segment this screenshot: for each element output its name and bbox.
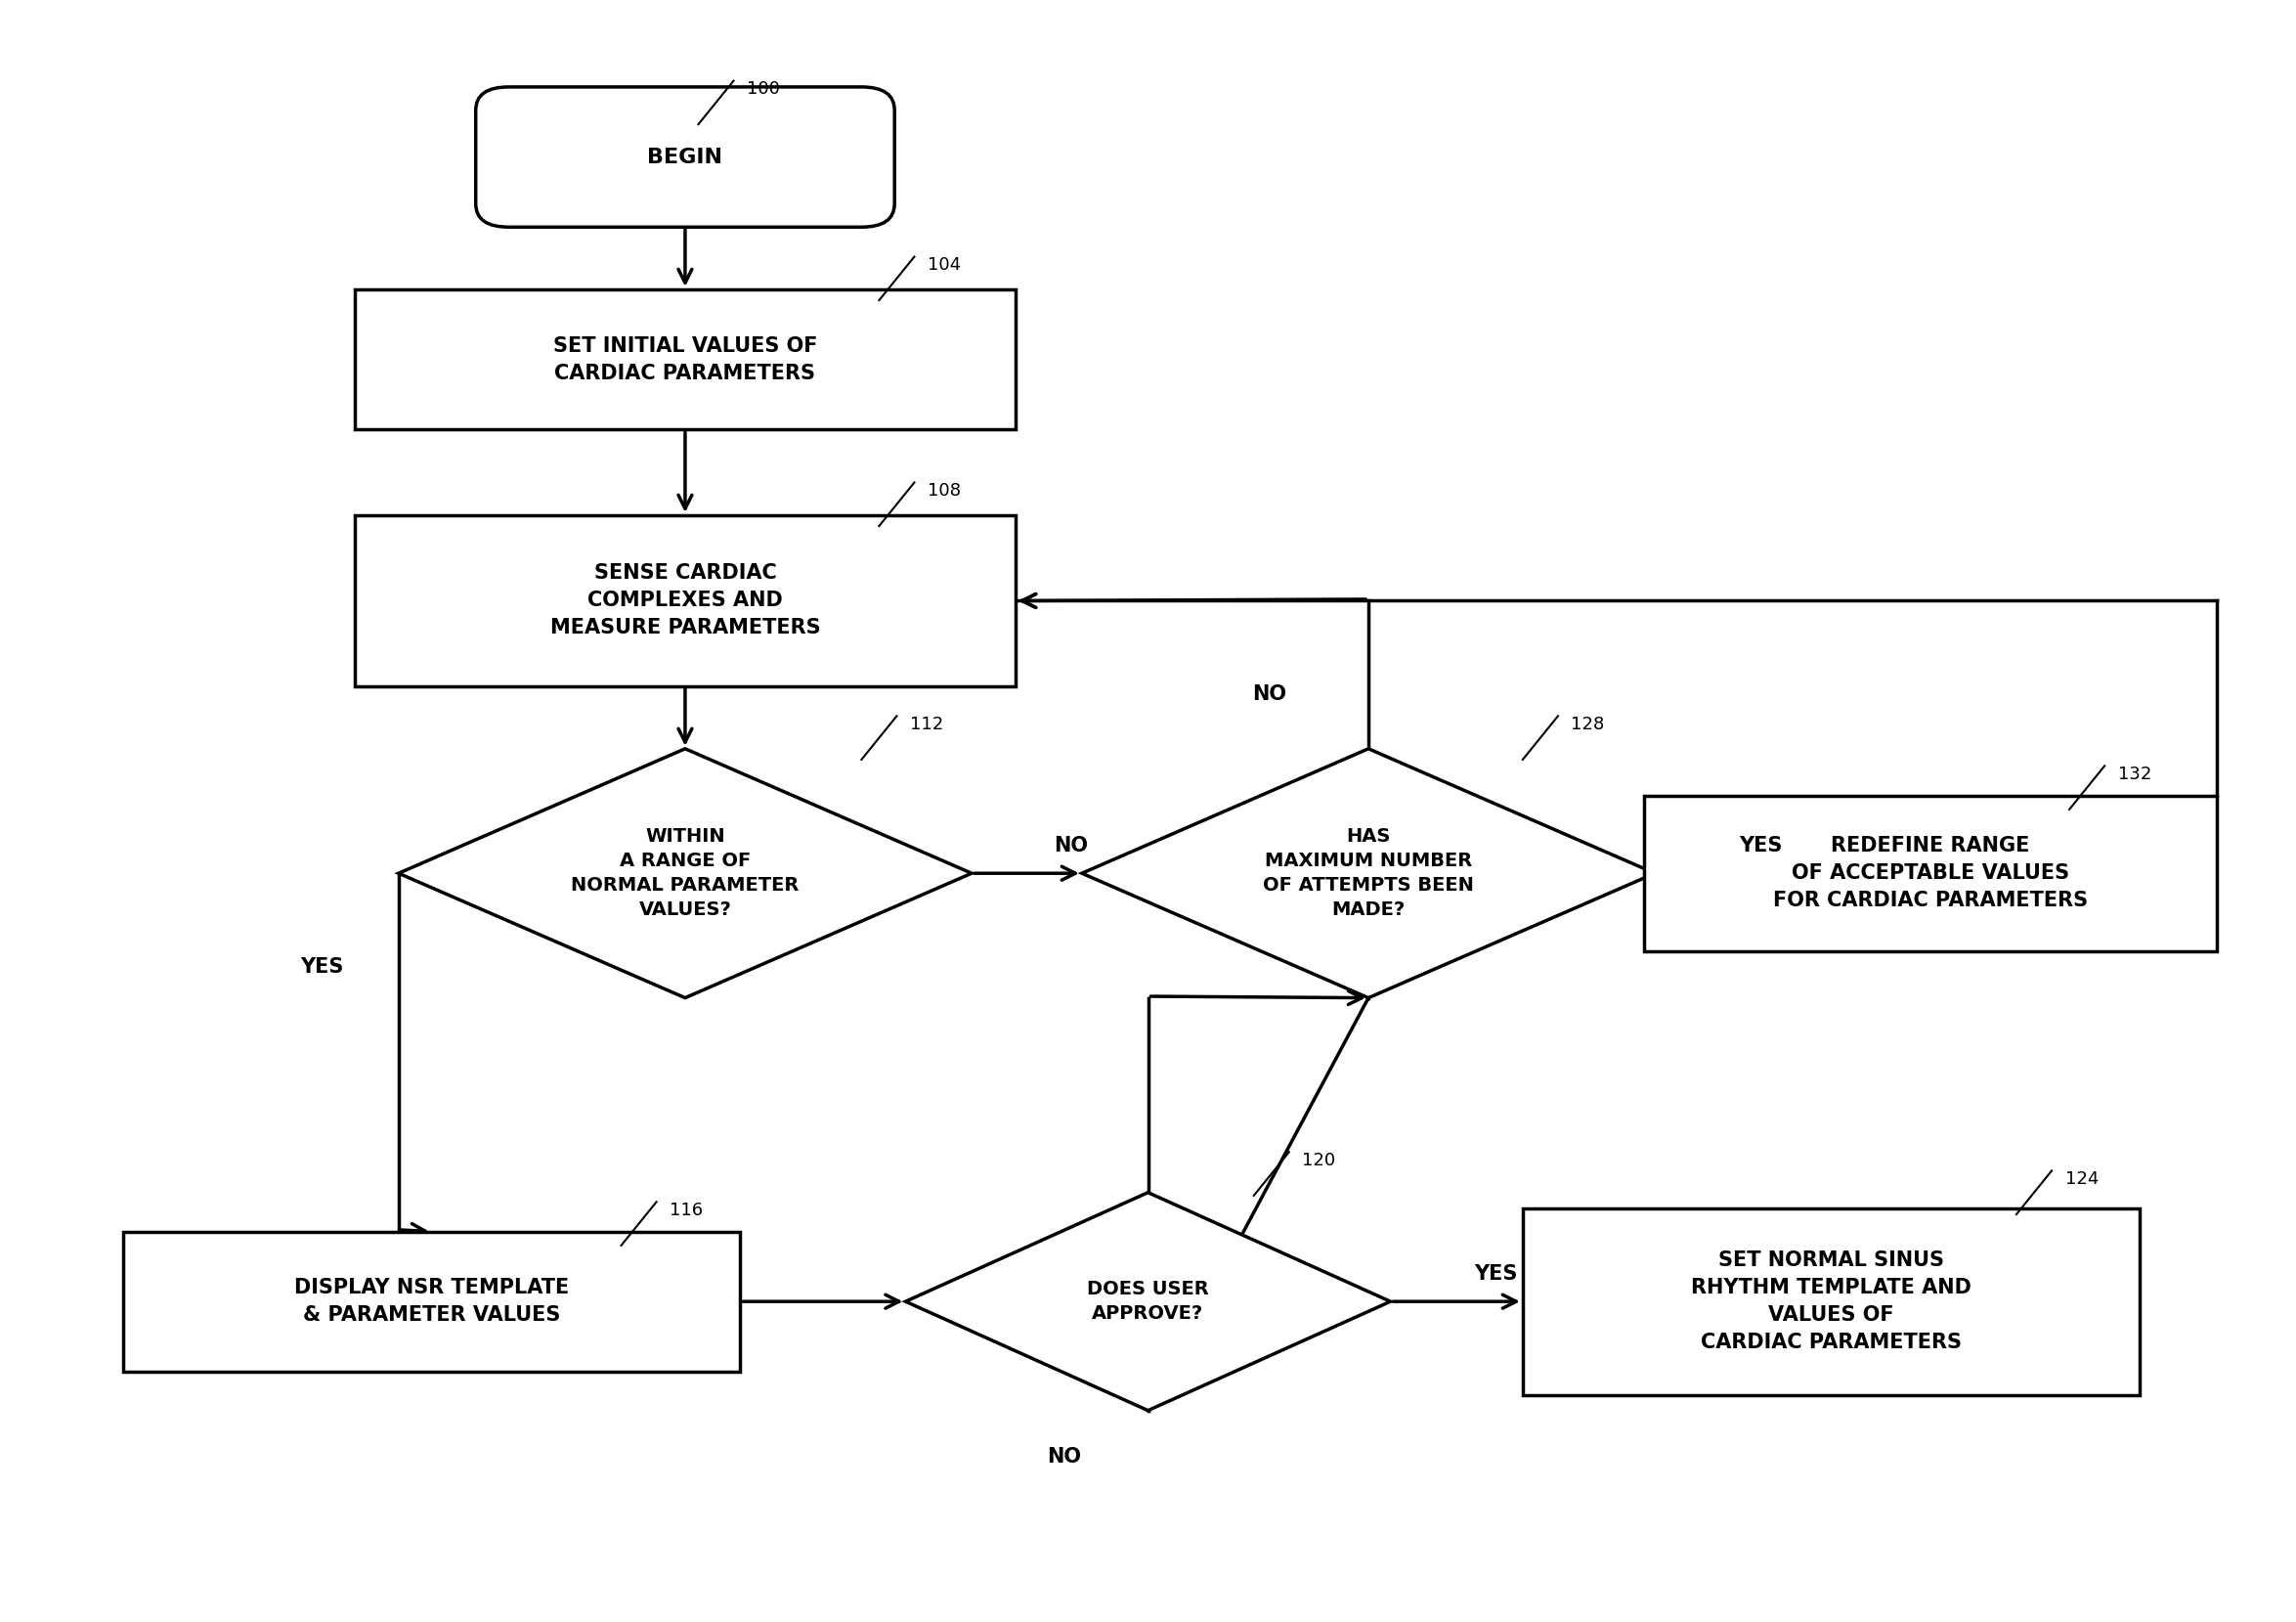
Bar	[124, 1231, 739, 1372]
Text: YES: YES	[1738, 835, 1782, 855]
Bar	[354, 289, 1015, 430]
Text: WITHIN
A RANGE OF
NORMAL PARAMETER
VALUES?: WITHIN A RANGE OF NORMAL PARAMETER VALUE…	[572, 827, 799, 920]
Text: NO: NO	[1047, 1447, 1081, 1466]
Polygon shape	[1081, 749, 1655, 998]
Text: DOES USER
APPROVE?: DOES USER APPROVE?	[1086, 1280, 1210, 1324]
Text: SET NORMAL SINUS
RHYTHM TEMPLATE AND
VALUES OF
CARDIAC PARAMETERS: SET NORMAL SINUS RHYTHM TEMPLATE AND VAL…	[1692, 1251, 1972, 1353]
Text: 120: 120	[1302, 1152, 1336, 1169]
Bar	[354, 516, 1015, 686]
Text: 112: 112	[909, 715, 944, 733]
Text: 116: 116	[670, 1202, 703, 1220]
Text: 124: 124	[2064, 1169, 2099, 1187]
Text: NO: NO	[1251, 684, 1286, 704]
Text: 132: 132	[2117, 766, 2151, 783]
Text: YES: YES	[1474, 1264, 1518, 1283]
Polygon shape	[400, 749, 971, 998]
Text: SET INITIAL VALUES OF
CARDIAC PARAMETERS: SET INITIAL VALUES OF CARDIAC PARAMETERS	[553, 336, 817, 383]
Text: NO: NO	[1054, 835, 1088, 855]
Text: YES: YES	[301, 957, 342, 976]
Text: REDEFINE RANGE
OF ACCEPTABLE VALUES
FOR CARDIAC PARAMETERS: REDEFINE RANGE OF ACCEPTABLE VALUES FOR …	[1773, 835, 2087, 910]
Text: 108: 108	[928, 482, 960, 500]
FancyBboxPatch shape	[475, 88, 895, 227]
Bar	[1522, 1208, 2140, 1395]
Bar	[1644, 795, 2218, 950]
Text: DISPLAY NSR TEMPLATE
& PARAMETER VALUES: DISPLAY NSR TEMPLATE & PARAMETER VALUES	[294, 1278, 569, 1325]
Text: HAS
MAXIMUM NUMBER
OF ATTEMPTS BEEN
MADE?: HAS MAXIMUM NUMBER OF ATTEMPTS BEEN MADE…	[1263, 827, 1474, 920]
Text: SENSE CARDIAC
COMPLEXES AND
MEASURE PARAMETERS: SENSE CARDIAC COMPLEXES AND MEASURE PARA…	[551, 563, 820, 637]
Text: 100: 100	[746, 79, 781, 97]
Polygon shape	[905, 1192, 1391, 1411]
Text: 128: 128	[1570, 715, 1605, 733]
Text: BEGIN: BEGIN	[647, 148, 723, 167]
Text: 104: 104	[928, 256, 962, 274]
